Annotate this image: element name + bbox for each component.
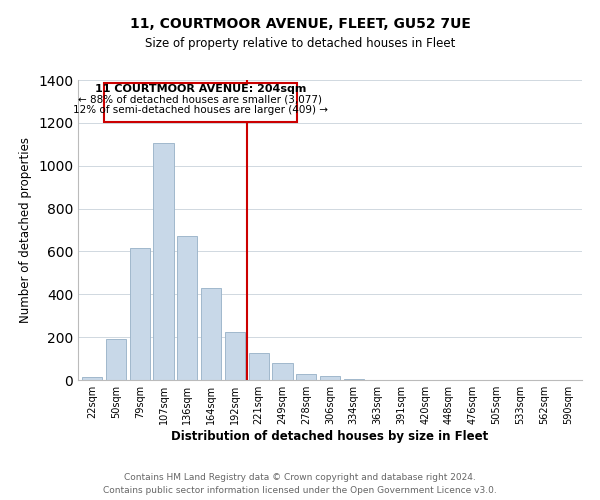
Bar — [225, 332, 245, 380]
X-axis label: Distribution of detached houses by size in Fleet: Distribution of detached houses by size … — [172, 430, 488, 443]
Y-axis label: Number of detached properties: Number of detached properties — [19, 137, 32, 323]
Text: 11 COURTMOOR AVENUE: 204sqm: 11 COURTMOOR AVENUE: 204sqm — [95, 84, 306, 94]
Bar — [344, 379, 364, 380]
Bar — [82, 377, 103, 380]
Bar — [296, 374, 316, 380]
FancyBboxPatch shape — [104, 83, 297, 122]
Bar — [106, 340, 126, 380]
Text: ← 88% of detached houses are smaller (3,077): ← 88% of detached houses are smaller (3,… — [79, 94, 322, 104]
Bar — [201, 288, 221, 380]
Bar — [154, 143, 173, 380]
Text: Size of property relative to detached houses in Fleet: Size of property relative to detached ho… — [145, 38, 455, 51]
Text: 11, COURTMOOR AVENUE, FLEET, GU52 7UE: 11, COURTMOOR AVENUE, FLEET, GU52 7UE — [130, 18, 470, 32]
Bar — [248, 353, 269, 380]
Bar — [272, 364, 293, 380]
Bar — [177, 236, 197, 380]
Text: Contains HM Land Registry data © Crown copyright and database right 2024.: Contains HM Land Registry data © Crown c… — [124, 472, 476, 482]
Bar — [130, 248, 150, 380]
Text: 12% of semi-detached houses are larger (409) →: 12% of semi-detached houses are larger (… — [73, 104, 328, 115]
Text: Contains public sector information licensed under the Open Government Licence v3: Contains public sector information licen… — [103, 486, 497, 495]
Bar — [320, 376, 340, 380]
